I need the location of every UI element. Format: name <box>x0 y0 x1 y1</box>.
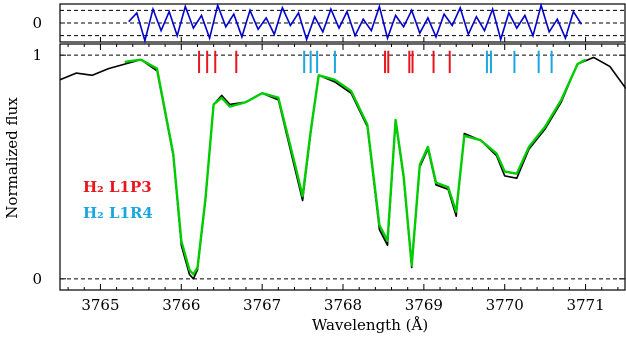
residual-panel: 0 <box>32 2 626 44</box>
main-y-tick-label: 1 <box>32 46 42 64</box>
legend-entry-l1p3: H₂ L1P3 <box>83 178 152 196</box>
x-axis-title: Wavelength (Å) <box>312 316 428 334</box>
residual-y-tick-label: 0 <box>32 14 42 32</box>
x-tick-label: 3766 <box>162 296 200 314</box>
x-tick-label: 3771 <box>566 296 604 314</box>
x-tick-label: 3770 <box>486 296 524 314</box>
main-y-tick-label: 0 <box>32 270 42 288</box>
legend: H₂ L1P3 H₂ L1R4 <box>83 178 153 222</box>
x-tick-label: 3765 <box>81 296 119 314</box>
x-axis: 3765 3766 3767 3768 3769 3770 3771 <box>67 37 619 314</box>
model-fit-line <box>124 58 587 276</box>
legend-entry-l1r4: H₂ L1R4 <box>83 204 153 222</box>
x-tick-label: 3769 <box>405 296 443 314</box>
y-axis-title: Normalized flux <box>3 97 21 219</box>
main-frame <box>59 43 626 291</box>
x-tick-label: 3768 <box>324 296 362 314</box>
x-tick-label: 3767 <box>243 296 281 314</box>
observed-spectrum-line <box>59 56 626 280</box>
residual-series-line <box>128 2 583 44</box>
main-panel: 01 <box>32 43 626 291</box>
